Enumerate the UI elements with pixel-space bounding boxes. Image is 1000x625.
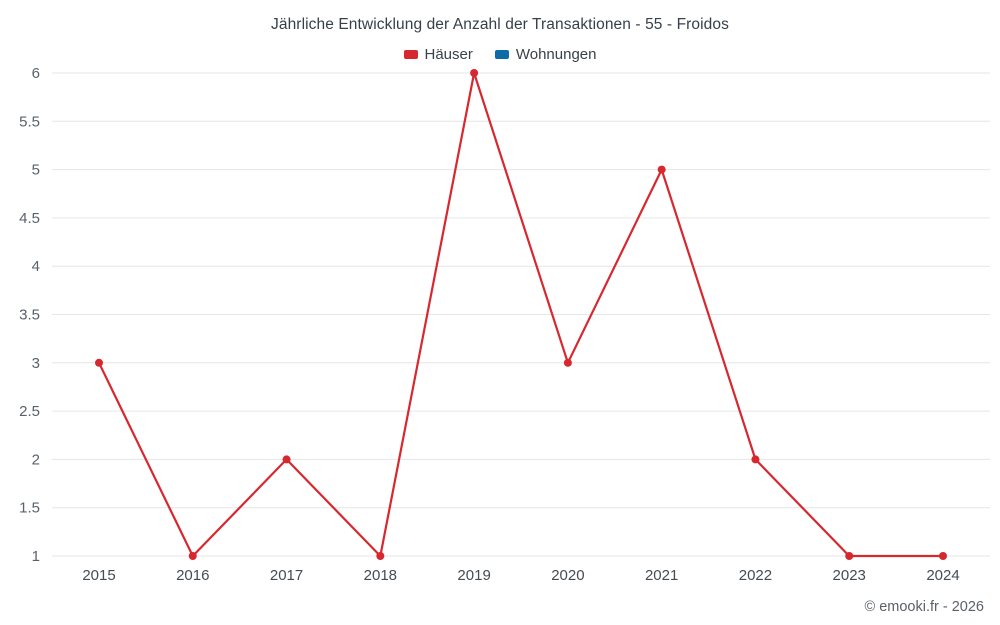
y-axis-tick-label: 5.5 xyxy=(19,113,40,130)
x-axis-tick-label: 2024 xyxy=(926,567,959,584)
x-axis-tick-label: 2017 xyxy=(270,567,303,584)
data-point[interactable] xyxy=(95,358,103,367)
x-axis-tick-label: 2016 xyxy=(176,567,209,584)
y-axis-tick-label: 4.5 xyxy=(19,210,40,227)
legend: Häuser Wohnungen xyxy=(0,46,1000,63)
legend-item-haeuser[interactable]: Häuser xyxy=(403,46,473,63)
x-axis-tick-label: 2021 xyxy=(645,567,678,584)
y-axis-tick-label: 3.5 xyxy=(19,307,40,324)
legend-swatch-haeuser-icon xyxy=(403,50,418,59)
x-axis-tick-label: 2020 xyxy=(551,567,584,584)
chart-title: Jährliche Entwicklung der Anzahl der Tra… xyxy=(271,16,729,33)
data-point[interactable] xyxy=(282,455,291,464)
y-axis-tick-label: 4 xyxy=(32,258,40,275)
series-line xyxy=(97,71,945,558)
y-axis-tick-label: 1 xyxy=(32,548,40,565)
x-axis-tick-label: 2022 xyxy=(739,567,772,584)
data-point[interactable] xyxy=(376,552,385,560)
y-axis-tick-label: 2 xyxy=(32,451,40,468)
y-axis-tick-label: 5 xyxy=(32,162,40,179)
legend-label-wohnungen: Wohnungen xyxy=(515,46,597,63)
x-axis-tick-label: 2023 xyxy=(833,567,866,584)
y-axis-tick-label: 2.5 xyxy=(19,403,40,420)
footer-credit: © emooki.fr - 2026 xyxy=(864,599,984,615)
data-point[interactable] xyxy=(563,358,572,367)
data-point[interactable] xyxy=(470,69,479,77)
legend-label-haeuser: Häuser xyxy=(424,46,473,63)
y-axis-tick-label: 6 xyxy=(32,65,40,82)
data-point[interactable] xyxy=(657,165,666,174)
y-axis-tick-label: 1.5 xyxy=(19,500,40,517)
legend-item-wohnungen[interactable]: Wohnungen xyxy=(494,46,597,63)
data-point[interactable] xyxy=(751,455,760,464)
y-axis-tick-label: 3 xyxy=(32,355,40,372)
data-point[interactable] xyxy=(845,552,854,560)
data-point[interactable] xyxy=(188,552,197,560)
legend-swatch-wohnungen-icon xyxy=(494,50,509,59)
data-point[interactable] xyxy=(939,552,947,560)
x-axis-tick-label: 2015 xyxy=(82,567,115,584)
x-axis-tick-label: 2018 xyxy=(364,567,397,584)
x-axis-tick-label: 2019 xyxy=(457,567,490,584)
